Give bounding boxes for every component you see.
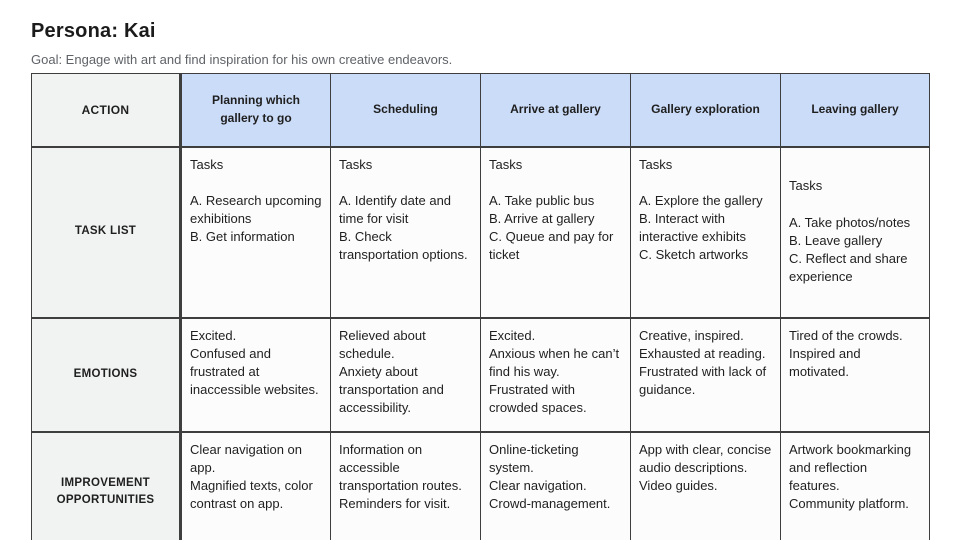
cell-tasks-arrive: Tasks A. Take public bus B. Arrive at ga… [480, 145, 631, 318]
cell-emotions-scheduling: Relieved about schedule. Anxiety about t… [330, 316, 481, 432]
cell-emotions-planning: Excited. Confused and frustrated at inac… [180, 316, 331, 432]
journey-map-table: ACTION Planning which gallery to go Sche… [31, 73, 930, 540]
cell-tasks-leaving: Tasks A. Take photos/notes B. Leave gall… [780, 145, 930, 318]
persona-goal-text: Goal: Engage with art and find inspirati… [31, 52, 453, 67]
cell-emotions-leaving: Tired of the crowds. Inspired and motiva… [780, 316, 930, 432]
cell-emotions-arrive: Excited. Anxious when he can’t find his … [480, 316, 631, 432]
cell-emotions-exploration: Creative, inspired. Exhausted at reading… [630, 316, 781, 432]
row-label-emotions: EMOTIONS [31, 316, 182, 432]
corner-cell-action: ACTION [31, 73, 182, 147]
table-row-improvement: IMPROVEMENT OPPORTUNITIES Clear navigati… [31, 430, 930, 540]
cell-improve-exploration: App with clear, concise audio descriptio… [630, 430, 781, 540]
row-label-improvement: IMPROVEMENT OPPORTUNITIES [31, 430, 182, 540]
stage-header-arrive: Arrive at gallery [480, 73, 631, 147]
stage-header-scheduling: Scheduling [330, 73, 481, 147]
table-row-emotions: EMOTIONS Excited. Confused and frustrate… [31, 316, 930, 432]
cell-tasks-scheduling: Tasks A. Identify date and time for visi… [330, 145, 481, 318]
table-row-task-list: TASK LIST Tasks A. Research upcoming exh… [31, 145, 930, 318]
table-header-row: ACTION Planning which gallery to go Sche… [31, 73, 930, 147]
cell-improve-leaving: Artwork bookmarking and reflection featu… [780, 430, 930, 540]
stage-header-exploration: Gallery exploration [630, 73, 781, 147]
cell-improve-scheduling: Information on accessible transportation… [330, 430, 481, 540]
cell-improve-planning: Clear navigation on app. Magnified texts… [180, 430, 331, 540]
stage-header-leaving: Leaving gallery [780, 73, 930, 147]
cell-tasks-exploration: Tasks A. Explore the gallery B. Interact… [630, 145, 781, 318]
cell-improve-arrive: Online-ticketing system. Clear navigatio… [480, 430, 631, 540]
stage-header-planning: Planning which gallery to go [180, 73, 331, 147]
page-title: Persona: Kai [31, 20, 156, 42]
cell-tasks-planning: Tasks A. Research upcoming exhibitions B… [180, 145, 331, 318]
row-label-task-list: TASK LIST [31, 145, 182, 318]
